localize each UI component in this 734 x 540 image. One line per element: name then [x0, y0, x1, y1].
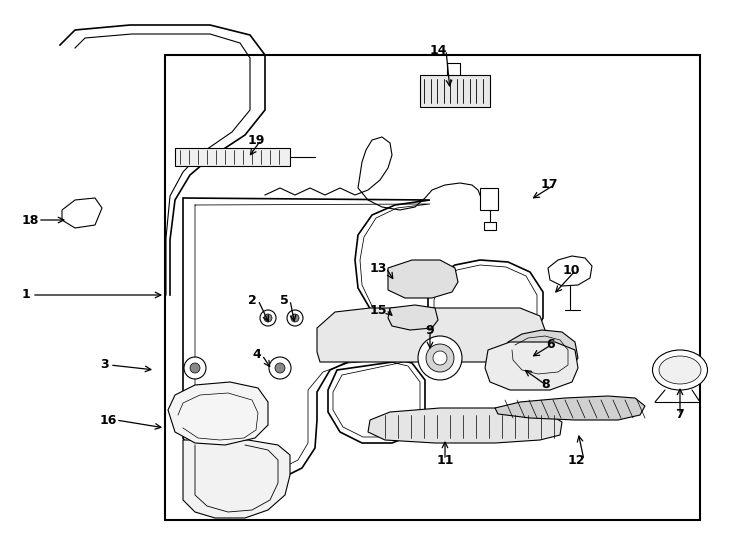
Text: 12: 12 — [568, 454, 586, 467]
Text: 18: 18 — [22, 213, 40, 226]
Circle shape — [418, 336, 462, 380]
Circle shape — [184, 357, 206, 379]
Ellipse shape — [653, 350, 708, 390]
Text: 15: 15 — [370, 303, 388, 316]
Text: 2: 2 — [248, 294, 257, 307]
Circle shape — [275, 363, 285, 373]
Text: 4: 4 — [252, 348, 261, 361]
Polygon shape — [388, 260, 458, 298]
Circle shape — [260, 310, 276, 326]
Text: 9: 9 — [426, 323, 435, 336]
Ellipse shape — [659, 356, 701, 384]
Polygon shape — [183, 198, 543, 482]
Text: 7: 7 — [675, 408, 684, 422]
Polygon shape — [168, 382, 268, 445]
Text: 1: 1 — [22, 288, 31, 301]
Text: 10: 10 — [562, 264, 580, 276]
Polygon shape — [548, 256, 592, 286]
Polygon shape — [495, 396, 645, 420]
Text: 19: 19 — [247, 133, 265, 146]
Text: 6: 6 — [546, 339, 555, 352]
Polygon shape — [506, 330, 578, 378]
Bar — [165, 55, 700, 520]
Polygon shape — [183, 440, 290, 518]
Text: 14: 14 — [430, 44, 448, 57]
Text: 17: 17 — [540, 179, 558, 192]
Circle shape — [264, 314, 272, 322]
Text: 16: 16 — [100, 414, 117, 427]
Bar — [484, 222, 496, 230]
Text: 13: 13 — [370, 261, 388, 274]
Polygon shape — [388, 305, 438, 330]
Text: 8: 8 — [542, 379, 550, 392]
Bar — [420, 75, 490, 107]
Polygon shape — [62, 198, 102, 228]
Circle shape — [269, 357, 291, 379]
Text: 5: 5 — [280, 294, 288, 307]
Polygon shape — [485, 342, 578, 390]
Circle shape — [433, 351, 447, 365]
Circle shape — [426, 344, 454, 372]
Polygon shape — [368, 408, 562, 443]
Text: 3: 3 — [100, 359, 109, 372]
Circle shape — [190, 363, 200, 373]
Bar — [175, 148, 290, 166]
Bar — [480, 188, 498, 210]
Circle shape — [291, 314, 299, 322]
Circle shape — [287, 310, 303, 326]
Polygon shape — [317, 308, 545, 362]
Text: 11: 11 — [436, 454, 454, 467]
